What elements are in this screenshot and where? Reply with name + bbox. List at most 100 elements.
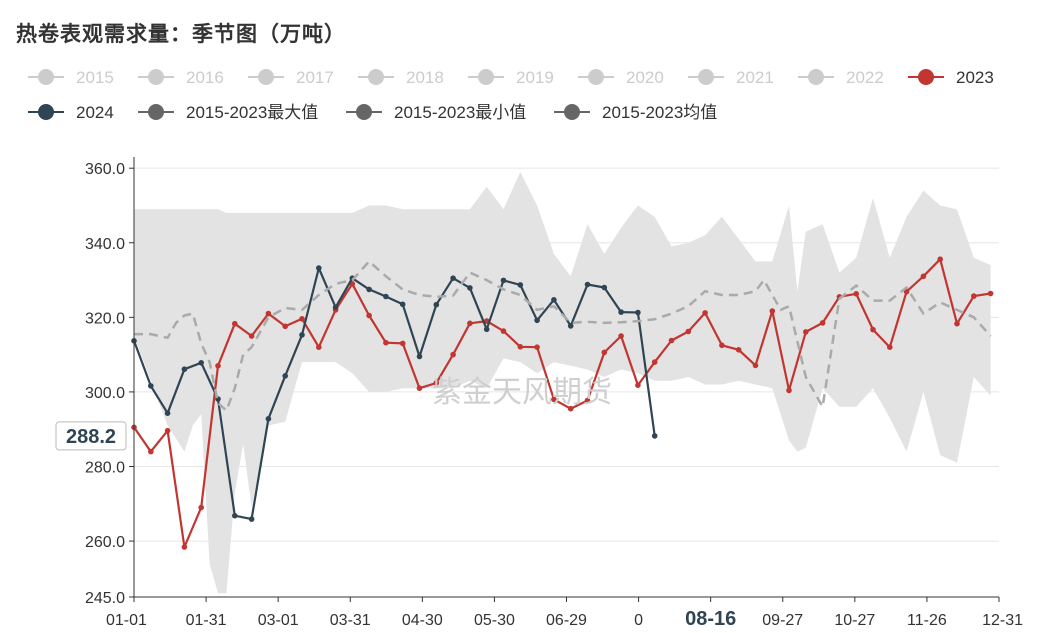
point-2023 xyxy=(920,273,927,280)
legend-item-2015-2023最大值: 2015-2023最大值 xyxy=(138,103,318,122)
legend: 2015 2016 2017 2018 2019 2020 2021 2022 2023 2024… xyxy=(28,68,994,122)
point-2023 xyxy=(887,344,893,351)
x-tick-label: 06-29 xyxy=(546,612,587,629)
point-2024 xyxy=(299,332,305,338)
point-2023 xyxy=(954,320,960,327)
legend-marker xyxy=(148,69,164,85)
point-2024 xyxy=(366,286,372,293)
point-2024 xyxy=(164,410,171,417)
legend-item-2015-2023最小值: 2015-2023最小值 xyxy=(346,103,526,122)
point-2023 xyxy=(416,385,423,392)
legend-label: 2015-2023最小值 xyxy=(394,103,526,122)
series-line-2023 xyxy=(133,258,991,549)
y-tick-label: 260.0 xyxy=(85,534,125,551)
point-2023 xyxy=(937,256,943,263)
point-2023 xyxy=(316,344,322,351)
point-2024 xyxy=(332,304,339,311)
legend-item-2017: 2017 xyxy=(248,68,334,87)
y-pointer-label: 288.2 xyxy=(66,426,116,448)
legend-item-2015-2023均值: 2015-2023均值 xyxy=(554,103,717,122)
legend-label: 2021 xyxy=(736,68,774,87)
point-2023 xyxy=(215,363,221,369)
point-2023 xyxy=(366,312,372,319)
x-tick-label: 01-01 xyxy=(106,612,147,629)
point-2024 xyxy=(399,301,406,308)
point-2023 xyxy=(702,310,708,316)
point-2024 xyxy=(265,416,272,422)
legend-marker xyxy=(258,69,274,85)
point-2024 xyxy=(450,275,456,282)
legend-label: 2020 xyxy=(626,68,664,87)
point-2024 xyxy=(181,366,188,373)
legend-item-2019: 2019 xyxy=(468,68,554,87)
point-2023 xyxy=(467,320,473,327)
legend-marker xyxy=(478,69,494,85)
legend-item-2023: 2023 xyxy=(908,68,994,87)
point-2023 xyxy=(265,310,272,317)
x-tick-label: 04-30 xyxy=(402,612,443,629)
point-2023 xyxy=(248,333,255,339)
point-2024 xyxy=(316,265,322,271)
point-2024 xyxy=(232,512,238,519)
point-2024 xyxy=(551,297,557,303)
legend-item-2016: 2016 xyxy=(138,68,224,87)
point-2023 xyxy=(433,380,440,386)
legend-label: 2022 xyxy=(846,68,884,87)
x-tick-label: 0 xyxy=(634,612,643,629)
point-2024 xyxy=(601,284,608,291)
x-tick-label: 12-31 xyxy=(982,612,1023,629)
point-2023 xyxy=(181,544,188,550)
point-2023 xyxy=(618,333,624,339)
point-2024 xyxy=(148,383,154,389)
point-2024 xyxy=(467,285,473,291)
point-2024 xyxy=(618,309,624,315)
point-2023 xyxy=(500,328,507,334)
legend-marker xyxy=(356,104,372,120)
series-line-2024 xyxy=(132,267,656,521)
point-2023 xyxy=(769,308,776,314)
legend-label: 2017 xyxy=(296,68,334,87)
y-tick-label: 280.0 xyxy=(85,459,125,476)
point-2024 xyxy=(517,282,524,288)
legend-marker xyxy=(698,69,714,85)
point-2024 xyxy=(483,326,490,333)
y-tick-label: 300.0 xyxy=(85,385,125,402)
legend-marker xyxy=(38,104,54,120)
x-tick-label: 11-26 xyxy=(907,612,947,629)
point-2023 xyxy=(399,340,406,347)
legend-marker xyxy=(148,104,164,120)
legend-item-2024: 2024 xyxy=(28,103,114,122)
x-tick-label: 08-16 xyxy=(685,608,736,630)
point-2023 xyxy=(198,504,204,511)
point-2023 xyxy=(819,320,826,326)
point-2023 xyxy=(567,405,574,412)
point-2024 xyxy=(433,301,440,308)
point-2024 xyxy=(248,516,255,522)
legend-marker xyxy=(918,69,934,85)
point-2024 xyxy=(282,373,289,379)
series-line-2015-2023均值 xyxy=(134,260,992,412)
y-tick-label: 320.0 xyxy=(85,310,125,327)
x-tick-label: 01-31 xyxy=(186,612,227,629)
legend-item-2021: 2021 xyxy=(688,68,774,87)
point-2023 xyxy=(685,328,692,335)
point-2023 xyxy=(803,329,809,335)
point-2023 xyxy=(517,344,524,350)
point-2023 xyxy=(903,288,910,295)
point-2023 xyxy=(668,337,675,344)
point-2023 xyxy=(735,347,742,353)
point-2023 xyxy=(971,293,977,299)
point-2023 xyxy=(299,316,305,322)
point-2024 xyxy=(635,309,641,316)
point-2023 xyxy=(853,291,859,297)
y-tick-label: 340.0 xyxy=(85,236,125,253)
point-2023 xyxy=(232,320,238,327)
point-2024 xyxy=(584,281,591,288)
y-tick-label: 245.0 xyxy=(85,590,125,607)
x-tick-label: 05-30 xyxy=(474,612,515,629)
legend-label: 2015 xyxy=(76,68,114,87)
y-tick-label: 360.0 xyxy=(85,161,125,178)
legend-label: 2019 xyxy=(516,68,554,87)
legend-label: 2018 xyxy=(406,68,444,87)
